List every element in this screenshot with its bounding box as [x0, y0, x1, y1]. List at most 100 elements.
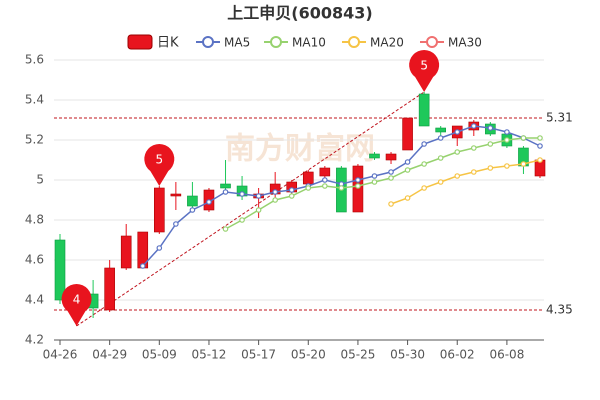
reference-label: 5.31: [546, 111, 573, 125]
x-tick-label: 06-02: [440, 348, 475, 362]
candle-body: [187, 195, 198, 207]
x-tick-label: 04-29: [92, 348, 127, 362]
ma-point: [288, 187, 295, 193]
ma-point: [255, 193, 262, 199]
legend-dot: [270, 36, 282, 48]
ma-point: [520, 135, 527, 141]
y-tick-label: 5.6: [25, 53, 44, 67]
ma-line: [390, 159, 541, 205]
legend-dot: [348, 36, 360, 48]
candle-body: [54, 239, 66, 301]
trend-line: [76, 91, 425, 327]
x-tick-label: 05-30: [390, 348, 425, 362]
ma-point: [173, 221, 179, 227]
ma-point: [454, 149, 461, 155]
x-tick-label: 06-08: [489, 348, 524, 362]
ma-point: [371, 173, 378, 179]
ma-point: [504, 163, 510, 169]
legend-label: 日K: [157, 36, 179, 51]
x-tick-label: 05-09: [142, 348, 177, 362]
candle-body: [435, 127, 446, 133]
legend-label: MA10: [292, 36, 326, 50]
candle-body: [402, 117, 413, 151]
candle-body: [385, 153, 397, 161]
candle-body: [170, 193, 182, 197]
legend-label: MA30: [448, 36, 482, 50]
pin-label: 5: [420, 59, 428, 73]
ma-point: [470, 169, 477, 175]
ma-point: [305, 185, 312, 191]
x-tick-label: 05-17: [241, 348, 276, 362]
pin-label: 4: [73, 293, 81, 307]
ma-point: [206, 199, 212, 205]
legend-label: MA20: [370, 36, 404, 50]
chart-title: 上工申贝(600843): [227, 4, 372, 23]
ma-point: [371, 179, 378, 185]
ma-point: [388, 169, 394, 175]
ma-point: [388, 175, 394, 181]
candle-body: [302, 171, 314, 185]
reference-label: 4.35: [546, 303, 573, 317]
candle-body: [319, 167, 331, 177]
x-tick-label: 04-26: [43, 348, 78, 362]
ma-point: [272, 197, 278, 203]
candle-body: [120, 235, 132, 269]
ma-point: [272, 189, 278, 195]
ma-point: [487, 165, 494, 171]
ma-point: [239, 217, 245, 223]
ma-point: [504, 137, 510, 143]
ma-point: [139, 263, 146, 269]
ma-point: [470, 123, 477, 129]
candle-body: [220, 183, 231, 189]
ma-point: [454, 129, 461, 135]
x-tick-label: 05-12: [192, 348, 227, 362]
ma-line: [225, 137, 540, 230]
watermark: 南方财富网: [225, 132, 375, 167]
ma-point: [156, 245, 163, 251]
ma-point: [222, 189, 229, 195]
ma-point: [421, 185, 427, 191]
ma-point: [421, 161, 427, 167]
ma-point: [322, 177, 328, 183]
x-tick-label: 05-25: [340, 348, 375, 362]
ma-point: [355, 177, 361, 183]
ma-point: [355, 183, 361, 189]
pin-label: 5: [155, 153, 163, 167]
ma-point: [404, 167, 411, 173]
ma-point: [470, 145, 477, 151]
ma-point: [537, 135, 543, 141]
y-tick-label: 4.4: [25, 293, 44, 307]
ma-point: [437, 155, 444, 161]
x-tick-label: 05-20: [291, 348, 326, 362]
ma-point: [404, 195, 411, 201]
ma-point: [454, 173, 461, 179]
ma-point: [239, 191, 245, 197]
ma-point: [322, 183, 328, 189]
ma-point: [437, 179, 444, 185]
candle-body: [352, 165, 364, 213]
candle-body: [369, 153, 380, 159]
y-tick-label: 5.2: [25, 133, 44, 147]
ma-point: [437, 135, 444, 141]
candle-body: [154, 187, 165, 233]
ma-point: [504, 129, 510, 135]
y-tick-label: 4.2: [25, 333, 44, 347]
y-tick-label: 5.4: [25, 93, 44, 107]
candle-body: [418, 93, 430, 127]
y-tick-label: 5: [36, 173, 44, 187]
ma-point: [288, 193, 295, 199]
pin-marker: [409, 50, 440, 92]
ma-point: [404, 159, 411, 165]
pin-marker: [61, 284, 92, 326]
ma-point: [487, 141, 494, 147]
legend-candle-icon: [127, 34, 153, 50]
ma-point: [222, 226, 229, 232]
ma-point: [520, 161, 527, 167]
ma-point: [189, 207, 196, 213]
y-tick-label: 4.6: [25, 253, 44, 267]
ma-point: [537, 143, 543, 149]
legend-dot: [426, 36, 438, 48]
ma-point: [421, 141, 427, 147]
ma-point: [388, 201, 394, 207]
